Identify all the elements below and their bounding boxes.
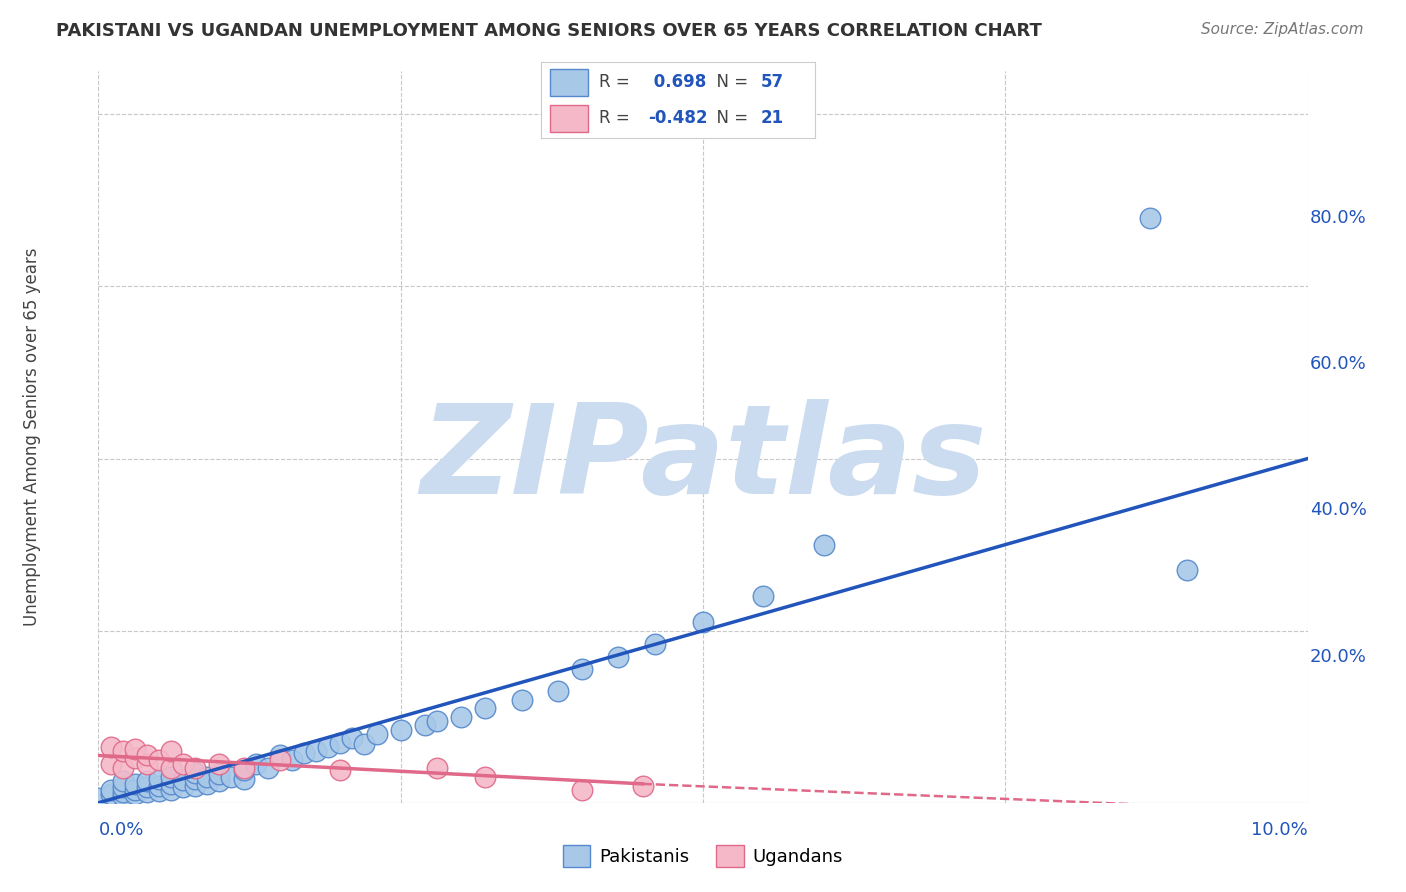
Point: [329, 763, 352, 777]
Point: [195, 770, 218, 784]
Text: R =: R =: [599, 73, 636, 91]
Point: [232, 772, 254, 786]
Point: [87, 791, 110, 805]
Point: [281, 753, 304, 767]
Text: ZIPatlas: ZIPatlas: [420, 399, 986, 519]
Point: [135, 757, 157, 772]
Point: [571, 662, 593, 676]
Point: [256, 761, 278, 775]
Point: [1175, 564, 1198, 578]
Point: [426, 761, 449, 775]
Point: [135, 748, 157, 763]
Text: N =: N =: [706, 73, 754, 91]
Point: [221, 770, 243, 784]
Point: [450, 710, 472, 724]
Point: [389, 723, 412, 737]
Point: [474, 770, 496, 784]
Point: [813, 538, 835, 552]
Text: Source: ZipAtlas.com: Source: ZipAtlas.com: [1201, 22, 1364, 37]
Point: [510, 692, 533, 706]
Point: [160, 761, 183, 775]
Point: [148, 779, 170, 793]
Point: [111, 761, 134, 775]
Point: [111, 780, 134, 795]
Text: 57: 57: [761, 73, 783, 91]
Text: 10.0%: 10.0%: [1251, 821, 1308, 839]
Point: [148, 753, 170, 767]
Point: [292, 746, 315, 760]
Point: [135, 780, 157, 795]
Point: [426, 714, 449, 728]
Point: [269, 753, 291, 767]
Text: N =: N =: [706, 109, 754, 127]
Point: [124, 751, 146, 765]
Point: [342, 731, 364, 746]
Point: [184, 772, 207, 786]
Point: [571, 783, 593, 797]
Point: [172, 773, 194, 788]
Point: [305, 744, 328, 758]
Point: [184, 779, 207, 793]
Text: PAKISTANI VS UGANDAN UNEMPLOYMENT AMONG SENIORS OVER 65 YEARS CORRELATION CHART: PAKISTANI VS UGANDAN UNEMPLOYMENT AMONG …: [56, 22, 1042, 40]
Text: 60.0%: 60.0%: [1310, 355, 1367, 373]
Text: Unemployment Among Seniors over 65 years: Unemployment Among Seniors over 65 years: [22, 248, 41, 626]
Point: [184, 761, 207, 775]
Point: [1139, 211, 1161, 225]
Point: [232, 763, 254, 777]
Point: [329, 735, 352, 749]
Point: [353, 737, 375, 751]
Point: [124, 787, 146, 801]
Point: [245, 757, 267, 772]
Point: [124, 777, 146, 791]
Point: [316, 739, 339, 754]
Point: [607, 649, 630, 664]
Point: [644, 637, 666, 651]
Point: [269, 748, 291, 763]
Point: [111, 785, 134, 799]
Point: [148, 772, 170, 786]
Point: [111, 744, 134, 758]
Point: [124, 742, 146, 756]
Point: [160, 770, 183, 784]
Point: [208, 767, 231, 781]
Point: [184, 765, 207, 780]
Text: 0.698: 0.698: [648, 73, 706, 91]
Point: [172, 780, 194, 795]
Text: 20.0%: 20.0%: [1310, 648, 1367, 665]
Point: [160, 777, 183, 791]
Point: [160, 783, 183, 797]
Point: [111, 774, 134, 789]
Point: [208, 774, 231, 789]
Point: [135, 774, 157, 789]
Text: 0.0%: 0.0%: [98, 821, 143, 839]
Point: [148, 783, 170, 797]
Text: 21: 21: [761, 109, 783, 127]
Point: [366, 727, 388, 741]
Point: [135, 785, 157, 799]
Point: [631, 779, 654, 793]
Point: [474, 701, 496, 715]
Point: [752, 589, 775, 603]
Point: [100, 757, 122, 772]
Point: [111, 789, 134, 803]
Point: [195, 777, 218, 791]
Text: -0.482: -0.482: [648, 109, 707, 127]
Text: 80.0%: 80.0%: [1310, 209, 1367, 227]
Point: [160, 744, 183, 758]
Legend: Pakistanis, Ugandans: Pakistanis, Ugandans: [555, 838, 851, 874]
Text: 40.0%: 40.0%: [1310, 501, 1367, 519]
Point: [413, 718, 436, 732]
Bar: [550, 69, 588, 95]
Point: [100, 783, 122, 797]
Point: [232, 761, 254, 775]
Point: [547, 684, 569, 698]
Text: R =: R =: [599, 109, 636, 127]
Point: [100, 787, 122, 801]
Point: [172, 757, 194, 772]
Point: [100, 739, 122, 754]
Bar: [550, 105, 588, 132]
Point: [692, 615, 714, 629]
Point: [124, 783, 146, 797]
Point: [208, 757, 231, 772]
